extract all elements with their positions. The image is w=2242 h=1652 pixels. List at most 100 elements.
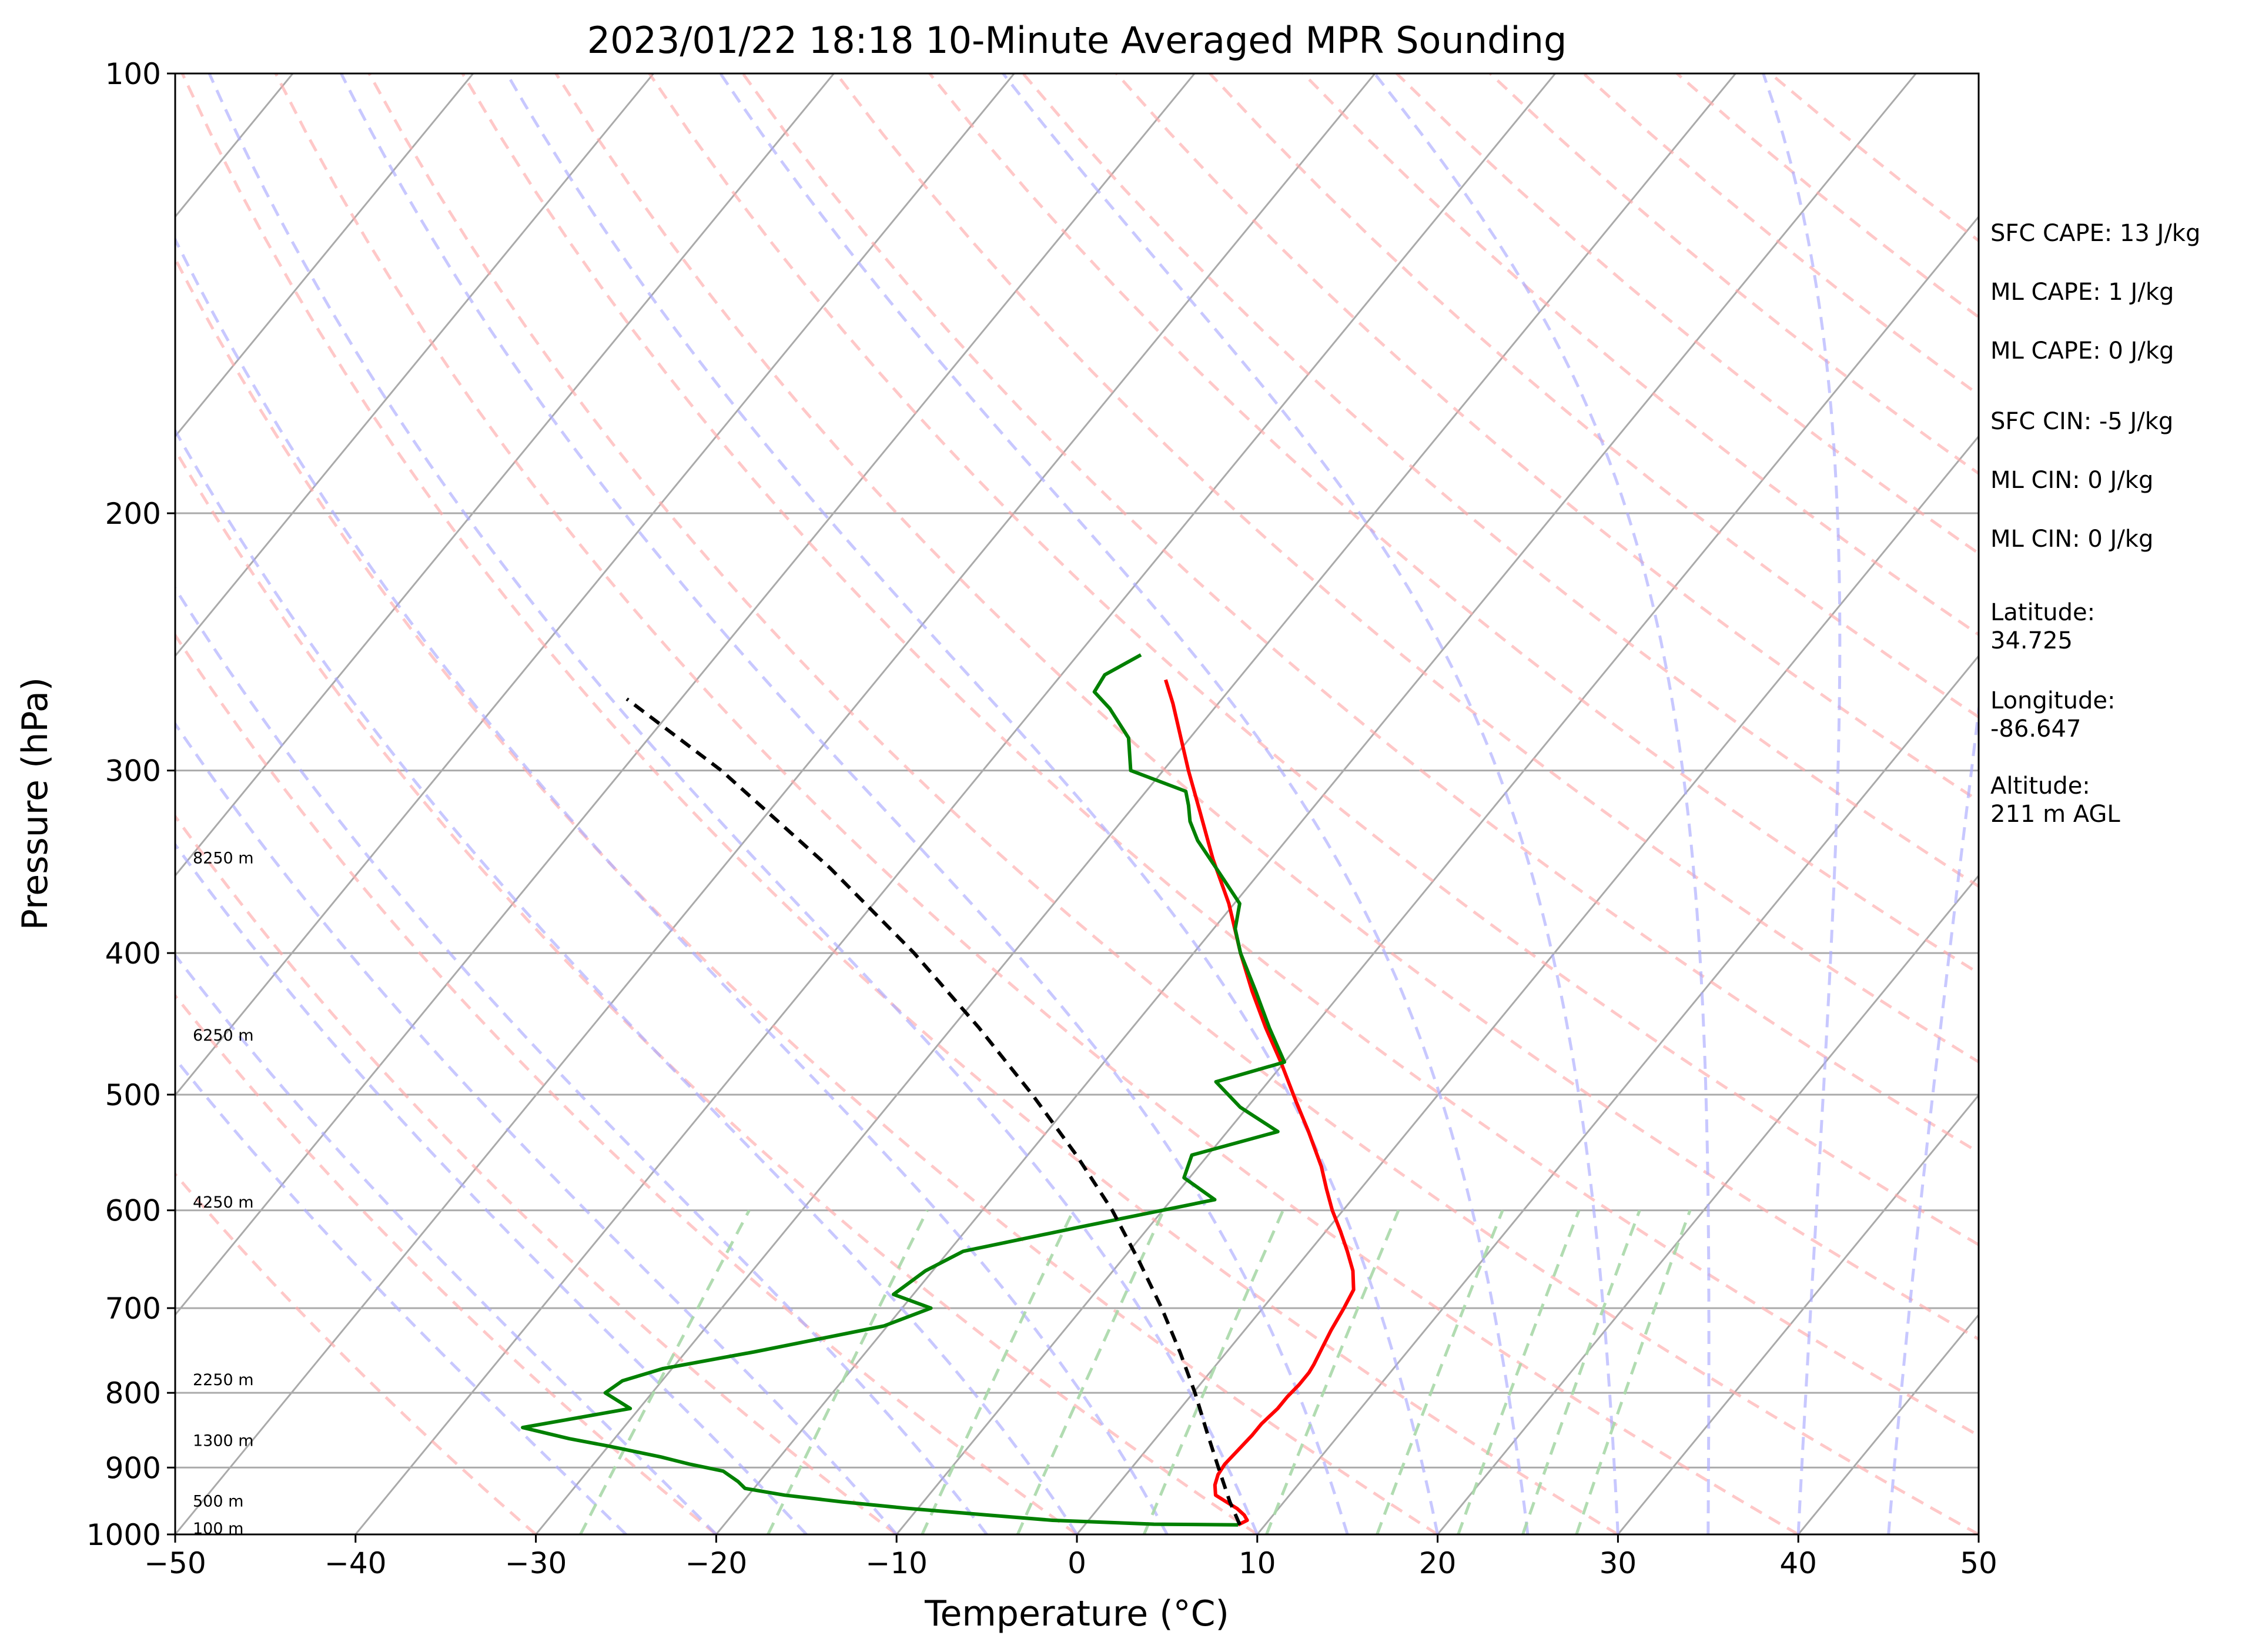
height-label: 2250 m [193,1371,254,1389]
x-tick-label: 40 [1779,1546,1817,1580]
stats-annotation: ML CIN: 0 J/kg [1990,526,2153,553]
moist-adiabat-line [1373,73,1711,1534]
y-axis: 100 200 300 400 500 600 700 800 900 1000 [86,57,175,1552]
isotherm-line [1256,654,1979,1534]
height-label: 100 m [193,1520,243,1538]
height-label: 8250 m [193,849,254,867]
y-tick-label: 900 [105,1451,161,1485]
x-tick-label: −50 [144,1546,206,1580]
stats-annotation: ML CAPE: 1 J/kg [1990,279,2174,306]
isotherm-line [896,215,1979,1534]
chart-title: 2023/01/22 18:18 10-Minute Averaged MPR … [587,19,1567,62]
dry-adiabat-line [175,1172,537,1534]
y-tick-label: 100 [105,57,161,91]
isotherm-line [175,73,1196,1316]
mixing-ratio-line [1016,1209,1165,1534]
isotherm-line [1617,1093,1979,1534]
moist-adiabat-line [719,73,1530,1534]
y-tick-label: 600 [105,1194,161,1228]
mixing-ratio-line [1376,1209,1504,1534]
moist-adiabat-line [175,721,898,1534]
moist-adiabat-line [340,73,1349,1534]
isotherm-line [175,73,835,877]
moist-adiabat-line [505,73,1440,1534]
stats-annotation: -86.647 [1990,715,2081,743]
y-axis-label: Pressure (hPa) [15,677,56,930]
moist-adiabat-line [175,236,1169,1534]
mixing-ratio-line [1142,1209,1284,1534]
mixing-ratio-line [1575,1209,1692,1534]
mixing-ratio-line [767,1209,929,1534]
data-lines [521,653,1356,1527]
stats-annotation: SFC CIN: -5 J/kg [1990,408,2173,435]
dry-adiabat-line [648,73,1979,1247]
stats-annotation: SFC CAPE: 13 J/kg [1990,220,2200,247]
stats-annotation: Longitude: [1990,687,2115,714]
x-tick-label: −20 [685,1546,748,1580]
isotherm-line [1076,434,1979,1534]
dry-adiabat-line [274,73,1799,1534]
height-labels: 8250 m 6250 m 4250 m 2250 m 1300 m 500 m 100 m [193,849,254,1538]
moist-adiabat-line [175,427,1079,1534]
dry-adiabat-line [1209,73,1979,719]
dry-adiabat-line [175,814,898,1534]
x-tick-label: −40 [324,1546,387,1580]
isotherm-line [175,73,654,658]
stats-annotation: 211 m AGL [1990,801,2120,828]
y-tick-label: 1000 [86,1518,161,1552]
isotherm-line [175,73,1376,1534]
y-tick-label: 200 [105,497,161,531]
dry-adiabat-line [175,632,1078,1534]
mixing-ratio-line [1521,1209,1641,1534]
isotherm-line [1437,874,1979,1534]
mixing-ratio-line [921,1209,1075,1534]
isotherm-line [535,73,1736,1534]
moist-adiabat-line [175,1056,627,1534]
stats-annotation: Latitude: [1990,599,2095,626]
dry-adiabat-line [741,73,1979,1155]
x-tick-label: −30 [505,1546,567,1580]
y-tick-label: 800 [105,1376,161,1410]
isotherm-line [175,73,474,438]
moist-adiabat-line [1762,73,1842,1534]
dry-adiabat-line [175,447,1259,1534]
dry-adiabat-line [175,993,717,1534]
x-tick-label: 20 [1419,1546,1457,1580]
height-label: 1300 m [193,1432,254,1450]
moist-adiabat-line [208,73,1259,1534]
x-axis-label: Temperature (°C) [924,1593,1229,1634]
dry-adiabat-line [1022,73,1979,888]
y-tick-label: 700 [105,1292,161,1326]
parcel-path-line [625,697,1242,1526]
isotherm-line [715,73,1917,1534]
dry-adiabat-line [175,255,1438,1534]
dry-adiabat-line [180,73,1619,1534]
dry-adiabat-line [554,73,1979,1341]
dry-adiabat-line [461,73,1979,1437]
height-label: 6250 m [193,1026,254,1045]
isotherm-line [354,73,1556,1534]
x-tick-label: 0 [1068,1546,1086,1580]
moist-adiabat-line [175,842,808,1534]
mixing-ratio-line [1265,1209,1400,1534]
height-label: 4250 m [193,1193,254,1212]
stats-panel: SFC CAPE: 13 J/kg ML CAPE: 1 J/kg ML CAPE:… [1990,220,2200,828]
mixing-ratio-line [1457,1209,1581,1534]
y-tick-label: 400 [105,937,161,971]
x-tick-label: −10 [865,1546,928,1580]
x-axis: −50 −40 −30 −20 −10 0 10 20 30 40 50 [144,1534,1997,1580]
dry-adiabat-line [835,73,1979,1064]
x-tick-label: 10 [1239,1546,1276,1580]
y-tick-label: 300 [105,754,161,788]
x-tick-label: 30 [1599,1546,1637,1580]
dewpoint-line [521,653,1286,1527]
moist-adiabat-line [175,586,988,1534]
stats-annotation: 34.725 [1990,627,2073,654]
moist-adiabat-line [175,952,718,1534]
moist-adiabat-line [1002,73,1619,1534]
height-label: 500 m [193,1492,243,1510]
mixing-ratio-line [579,1209,751,1534]
stats-annotation: ML CIN: 0 J/kg [1990,467,2153,494]
stats-annotation: Altitude: [1990,773,2090,800]
